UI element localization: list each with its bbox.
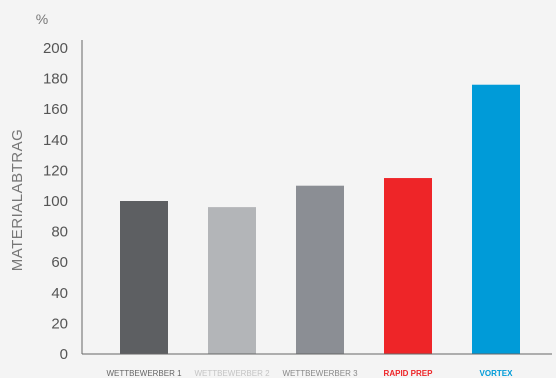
y-tick-label: 180 <box>43 71 68 88</box>
bars <box>120 84 520 354</box>
y-tick-label: 0 <box>60 346 68 363</box>
bar <box>208 207 256 354</box>
y-tick-label: 160 <box>43 101 68 118</box>
y-tick-label: 200 <box>43 40 68 57</box>
y-tick-label: 100 <box>43 193 68 210</box>
y-axis-unit: % <box>36 11 48 27</box>
y-tick-label: 80 <box>51 224 68 241</box>
x-category-label: VORTEX <box>480 369 514 378</box>
x-category-label: RAPID PREP <box>384 369 434 378</box>
x-category-label: WETTBEWERBER 1 <box>106 369 182 378</box>
y-tick-label: 120 <box>43 162 68 179</box>
y-axis-title: MATERIALABTRAG <box>9 129 26 272</box>
y-tick-label: 60 <box>51 254 68 271</box>
bar <box>472 84 520 354</box>
y-tick-label: 140 <box>43 132 68 149</box>
bar <box>296 185 344 354</box>
x-category-label: WETTBEWERBER 3 <box>282 369 358 378</box>
bar <box>384 178 432 354</box>
y-tick-label: 20 <box>51 315 68 332</box>
y-axis-ticks: 0 20 40 60 80 100 120 140 160 180 200 <box>43 40 68 363</box>
x-axis-labels: WETTBEWERBER 1 WETTBEWERBER 2 WETTBEWERBER… <box>106 369 513 378</box>
bar <box>120 201 168 354</box>
x-category-label: WETTBEWERBER 2 <box>194 369 270 378</box>
y-tick-label: 40 <box>51 285 68 302</box>
